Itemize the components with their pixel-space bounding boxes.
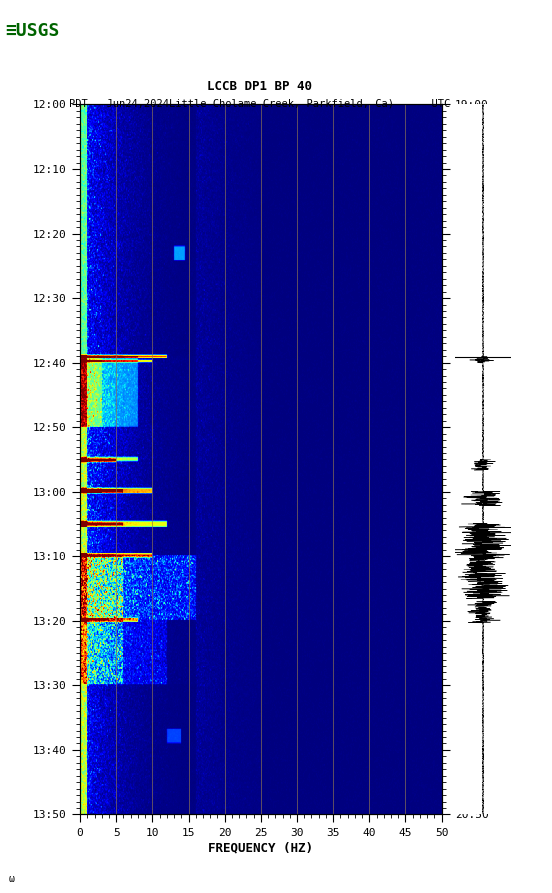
Text: PDT   Jun24,2024Little Cholame Creek, Parkfield, Ca)      UTC: PDT Jun24,2024Little Cholame Creek, Park… [69,98,450,108]
Text: ≡USGS: ≡USGS [6,22,60,40]
Text: LCCB DP1 BP 40: LCCB DP1 BP 40 [207,79,312,93]
Text: ω: ω [8,874,14,884]
X-axis label: FREQUENCY (HZ): FREQUENCY (HZ) [208,842,314,855]
